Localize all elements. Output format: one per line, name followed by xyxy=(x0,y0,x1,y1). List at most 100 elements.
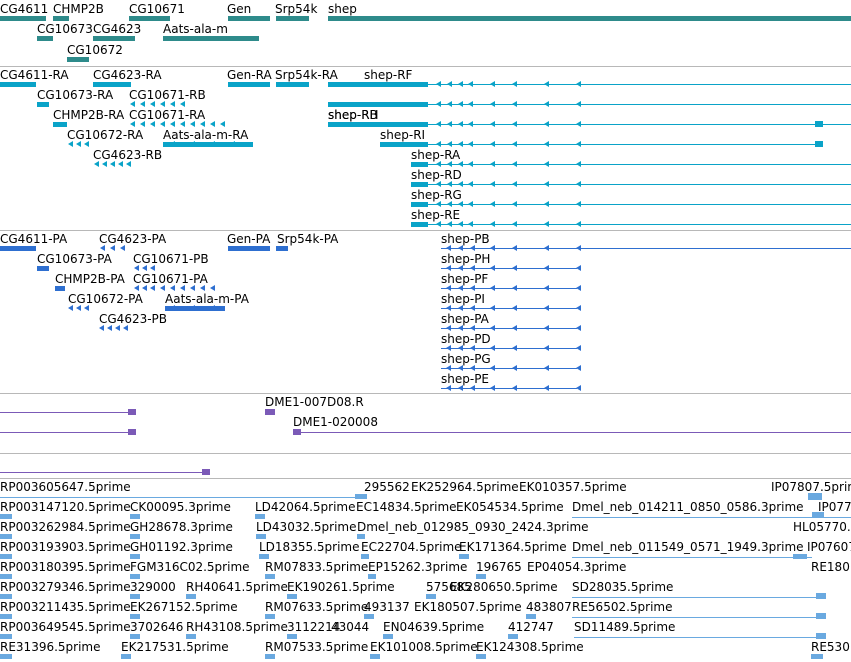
feature-block[interactable] xyxy=(130,614,140,619)
feature-label[interactable]: DME1-020008 xyxy=(293,415,378,429)
feature-label[interactable]: CG10671-PA xyxy=(133,272,208,286)
feature-label[interactable]: CG10671-RA xyxy=(129,108,206,122)
feature-label[interactable]: shep-PG xyxy=(441,352,491,366)
feature-label[interactable]: LD18355.5prime xyxy=(259,540,360,554)
feature-label[interactable]: RH40641.5prime xyxy=(186,580,288,594)
feature-label[interactable]: EK010357.5prime xyxy=(519,480,627,494)
feature-label[interactable]: RP003262984.5prime xyxy=(0,520,131,534)
feature-label[interactable]: shep-RE xyxy=(411,208,461,222)
feature-label[interactable]: Dmel_neb_014211_0850_0586.3prime xyxy=(572,500,804,514)
feature-label[interactable]: shep-PI xyxy=(441,292,485,306)
feature-label[interactable]: EK217531.5prime xyxy=(121,640,229,654)
feature-block[interactable] xyxy=(128,429,136,435)
feature-label[interactable]: CHMP2B xyxy=(53,2,104,16)
feature-block[interactable] xyxy=(276,16,309,21)
feature-label[interactable]: CG10671-PB xyxy=(133,252,209,266)
feature-label[interactable]: 412747 xyxy=(508,620,554,634)
feature-block[interactable] xyxy=(37,102,49,107)
feature-label[interactable]: shep-RF xyxy=(364,68,413,82)
feature-block[interactable] xyxy=(328,102,428,107)
feature-label[interactable]: CG4623-PA xyxy=(99,232,167,246)
feature-label[interactable]: RE180 xyxy=(811,560,850,574)
feature-label[interactable]: Aats-ala-m xyxy=(163,22,228,36)
feature-label[interactable]: CG10672-RA xyxy=(67,128,144,142)
feature-label[interactable]: shep-RH xyxy=(328,108,379,122)
feature-label[interactable]: Srp54k-RA xyxy=(275,68,338,82)
feature-label[interactable]: EK124308.5prime xyxy=(476,640,584,654)
feature-block[interactable] xyxy=(411,162,428,167)
feature-label[interactable]: shep-RB xyxy=(328,108,378,122)
feature-block[interactable] xyxy=(228,246,270,251)
feature-label[interactable]: FGM316C02.5prime xyxy=(130,560,250,574)
feature-block[interactable] xyxy=(129,16,170,21)
feature-block[interactable] xyxy=(355,494,367,499)
feature-label[interactable]: CG10671-RB xyxy=(129,88,206,102)
feature-block[interactable] xyxy=(121,654,131,659)
feature-block[interactable] xyxy=(265,614,275,619)
feature-block[interactable] xyxy=(0,554,12,559)
feature-block[interactable] xyxy=(202,469,210,475)
feature-block[interactable] xyxy=(0,246,36,251)
feature-label[interactable]: RE31396.5prime xyxy=(0,640,101,654)
feature-label[interactable]: EK171364.5prime xyxy=(459,540,567,554)
feature-label[interactable]: EK101008.5prime xyxy=(370,640,478,654)
feature-label[interactable]: CHMP2B-PA xyxy=(55,272,125,286)
feature-block[interactable] xyxy=(816,593,826,599)
feature-label[interactable]: RH43108.5prime xyxy=(186,620,288,634)
feature-label[interactable]: EN04639.5prime xyxy=(383,620,485,634)
feature-label[interactable]: RP003193903.5prime xyxy=(0,540,131,554)
feature-label[interactable]: CHMP2B-RA xyxy=(53,108,125,122)
feature-label[interactable]: Gen xyxy=(227,2,252,16)
feature-block[interactable] xyxy=(411,202,428,207)
feature-label[interactable]: RP003180395.5prime xyxy=(0,560,131,574)
feature-label[interactable]: 196765 xyxy=(476,560,522,574)
feature-label[interactable]: GH01192.3prime xyxy=(130,540,233,554)
feature-block[interactable] xyxy=(163,36,259,41)
feature-label[interactable]: RM07533.5prime xyxy=(265,640,369,654)
feature-block[interactable] xyxy=(130,514,140,519)
feature-block[interactable] xyxy=(255,514,265,519)
feature-label[interactable]: RP003605647.5prime xyxy=(0,480,131,494)
feature-block[interactable] xyxy=(37,266,49,271)
feature-block[interactable] xyxy=(815,141,823,147)
feature-label[interactable]: CG10672 xyxy=(67,43,123,57)
feature-block[interactable] xyxy=(93,82,131,87)
feature-block[interactable] xyxy=(128,409,136,415)
feature-label[interactable]: CG4623-RB xyxy=(93,148,163,162)
feature-block[interactable] xyxy=(426,594,436,599)
feature-block[interactable] xyxy=(380,142,428,147)
feature-label[interactable]: EK180507.5prime xyxy=(414,600,522,614)
feature-block[interactable] xyxy=(228,82,270,87)
feature-label[interactable]: RP003649545.5prime xyxy=(0,620,131,634)
feature-label[interactable]: IP07707 xyxy=(818,500,851,514)
feature-label[interactable]: HL05770. xyxy=(793,520,851,534)
feature-label[interactable]: CG4623 xyxy=(93,22,142,36)
feature-label[interactable]: CG4611-PA xyxy=(0,232,68,246)
feature-block[interactable] xyxy=(476,574,486,579)
feature-label[interactable]: RP003211435.5prime xyxy=(0,600,131,614)
feature-block[interactable] xyxy=(130,574,140,579)
feature-block[interactable] xyxy=(811,654,823,659)
feature-block[interactable] xyxy=(812,512,824,518)
feature-label[interactable]: EK280650.5prime xyxy=(450,580,558,594)
feature-label[interactable]: shep xyxy=(328,2,357,16)
feature-block[interactable] xyxy=(793,554,807,559)
feature-block[interactable] xyxy=(0,574,12,579)
feature-label[interactable]: CG4623-RA xyxy=(93,68,162,82)
feature-block[interactable] xyxy=(130,534,140,539)
feature-label[interactable]: EK190261.5prime xyxy=(287,580,395,594)
feature-block[interactable] xyxy=(287,634,297,639)
feature-block[interactable] xyxy=(328,122,428,127)
feature-label[interactable]: Aats-ala-m-RA xyxy=(163,128,249,142)
feature-block[interactable] xyxy=(53,16,69,21)
feature-label[interactable]: RP003147120.5prime xyxy=(0,500,131,514)
feature-block[interactable] xyxy=(0,614,12,619)
feature-block[interactable] xyxy=(508,634,518,639)
feature-label[interactable]: Dmel_neb_012985_0930_2424.3prime xyxy=(357,520,589,534)
feature-label[interactable]: CK00095.3prime xyxy=(130,500,231,514)
feature-block[interactable] xyxy=(368,574,376,579)
feature-label[interactable]: LD42064.5prime xyxy=(255,500,356,514)
feature-label[interactable]: Aats-ala-m-PA xyxy=(165,292,249,306)
feature-block[interactable] xyxy=(383,634,393,639)
feature-label[interactable]: CG10673-RA xyxy=(37,88,114,102)
